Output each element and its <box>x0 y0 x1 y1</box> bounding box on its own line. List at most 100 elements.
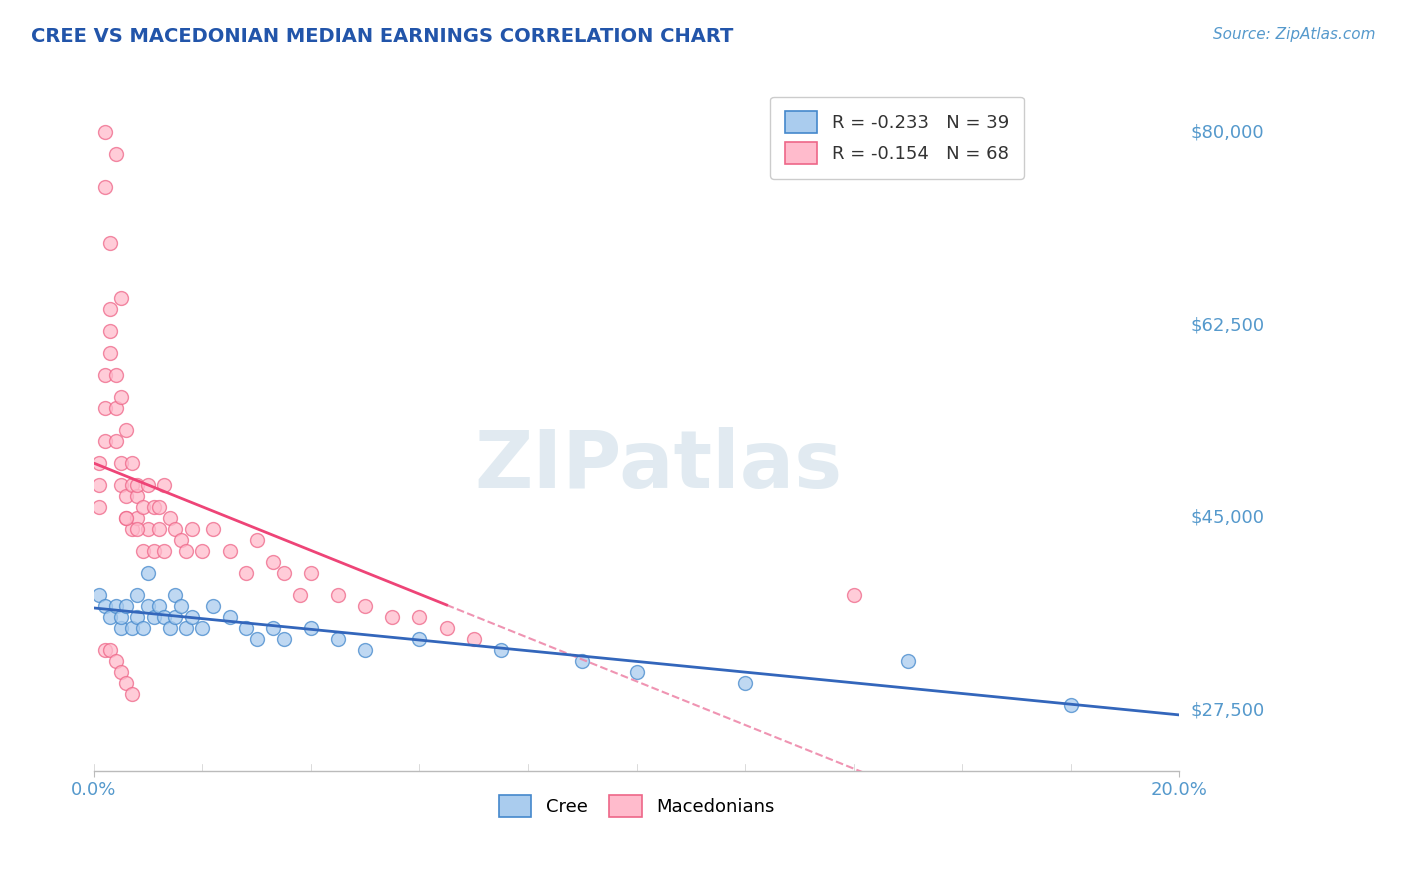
Point <box>174 621 197 635</box>
Point <box>159 510 181 524</box>
Point <box>115 489 138 503</box>
Point <box>153 543 176 558</box>
Point <box>98 301 121 316</box>
Point <box>110 621 132 635</box>
Point <box>104 368 127 382</box>
Point <box>262 555 284 569</box>
Point <box>104 654 127 668</box>
Point <box>218 543 240 558</box>
Point <box>326 632 349 646</box>
Point <box>104 599 127 613</box>
Point <box>89 588 111 602</box>
Point <box>408 609 430 624</box>
Point <box>110 390 132 404</box>
Point <box>489 642 512 657</box>
Point <box>288 588 311 602</box>
Point <box>94 642 117 657</box>
Point <box>142 609 165 624</box>
Point <box>132 621 155 635</box>
Text: $27,500: $27,500 <box>1191 701 1264 719</box>
Point <box>94 401 117 415</box>
Point <box>136 522 159 536</box>
Point <box>98 642 121 657</box>
Point <box>626 665 648 679</box>
Point <box>153 477 176 491</box>
Point <box>436 621 458 635</box>
Point <box>104 434 127 448</box>
Point <box>89 500 111 514</box>
Point <box>136 599 159 613</box>
Point <box>127 489 149 503</box>
Point <box>299 566 322 580</box>
Point <box>571 654 593 668</box>
Point <box>354 599 377 613</box>
Text: CREE VS MACEDONIAN MEDIAN EARNINGS CORRELATION CHART: CREE VS MACEDONIAN MEDIAN EARNINGS CORRE… <box>31 27 734 45</box>
Point <box>299 621 322 635</box>
Point <box>121 687 143 701</box>
Point <box>381 609 404 624</box>
Point <box>89 477 111 491</box>
Point <box>127 477 149 491</box>
Point <box>174 543 197 558</box>
Point <box>110 477 132 491</box>
Point <box>165 522 187 536</box>
Point <box>136 566 159 580</box>
Point <box>121 522 143 536</box>
Point <box>1059 698 1081 712</box>
Point <box>202 599 225 613</box>
Point <box>734 675 756 690</box>
Point <box>897 654 920 668</box>
Point <box>121 456 143 470</box>
Point <box>180 522 202 536</box>
Point <box>142 500 165 514</box>
Point <box>110 291 132 305</box>
Point <box>408 632 430 646</box>
Point <box>165 609 187 624</box>
Point <box>132 543 155 558</box>
Point <box>94 434 117 448</box>
Point <box>127 609 149 624</box>
Point <box>246 632 269 646</box>
Text: $62,500: $62,500 <box>1191 316 1264 334</box>
Point <box>262 621 284 635</box>
Point <box>159 621 181 635</box>
Point <box>115 423 138 437</box>
Point <box>94 368 117 382</box>
Point <box>121 477 143 491</box>
Point <box>110 665 132 679</box>
Point <box>132 500 155 514</box>
Point <box>127 522 149 536</box>
Point <box>354 642 377 657</box>
Point <box>98 345 121 359</box>
Point <box>202 522 225 536</box>
Point <box>127 510 149 524</box>
Point <box>842 588 865 602</box>
Point <box>170 533 193 547</box>
Point <box>246 533 269 547</box>
Point <box>235 621 257 635</box>
Point <box>148 599 170 613</box>
Point <box>89 456 111 470</box>
Point <box>218 609 240 624</box>
Point <box>110 456 132 470</box>
Point <box>191 621 214 635</box>
Point <box>463 632 485 646</box>
Point <box>110 609 132 624</box>
Point <box>326 588 349 602</box>
Point <box>136 477 159 491</box>
Point <box>148 500 170 514</box>
Point <box>148 522 170 536</box>
Point <box>121 621 143 635</box>
Point <box>104 147 127 161</box>
Point <box>104 401 127 415</box>
Text: ZIPatlas: ZIPatlas <box>474 426 842 505</box>
Point <box>98 609 121 624</box>
Point <box>94 180 117 194</box>
Point <box>273 566 295 580</box>
Point <box>180 609 202 624</box>
Point <box>98 324 121 338</box>
Text: $80,000: $80,000 <box>1191 123 1264 142</box>
Point <box>191 543 214 558</box>
Point <box>127 588 149 602</box>
Point <box>165 588 187 602</box>
